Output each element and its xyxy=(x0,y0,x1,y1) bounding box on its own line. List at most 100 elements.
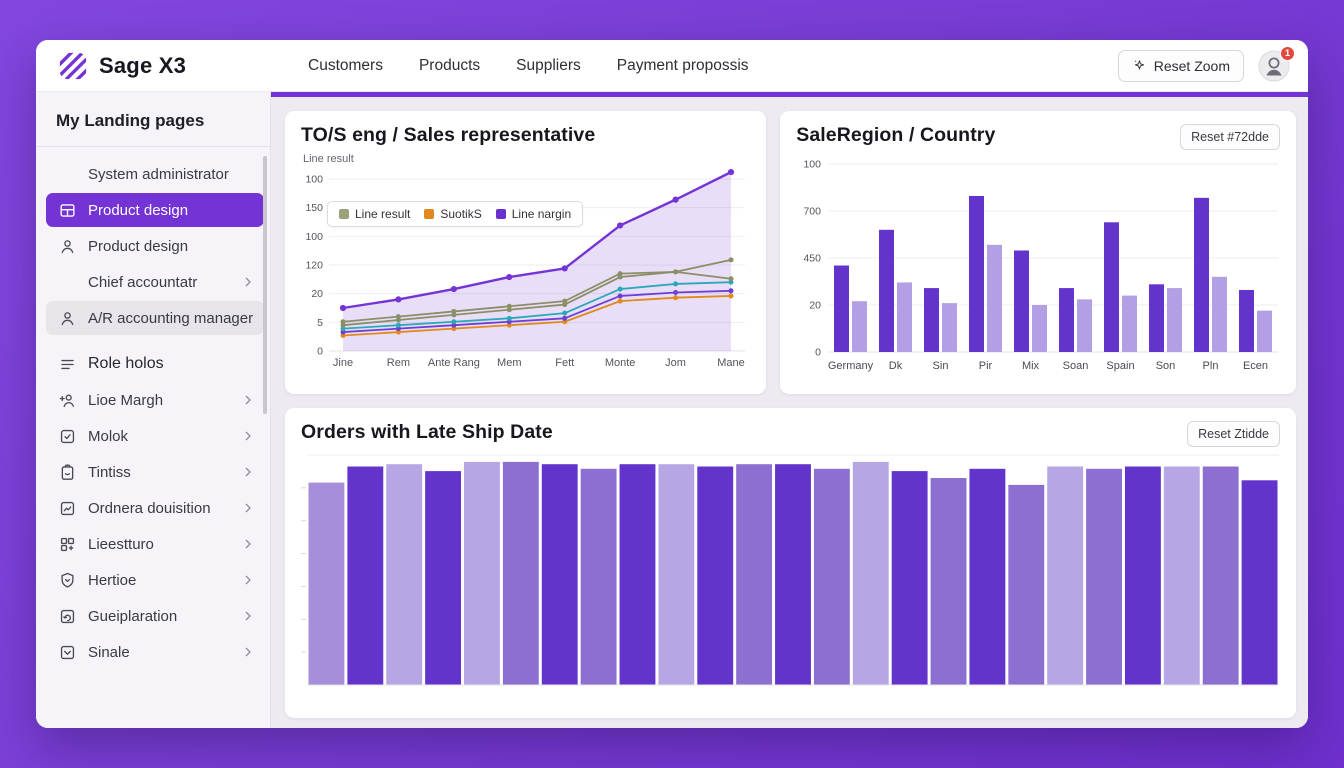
sidebar-item-lioe-margh[interactable]: Lioe Margh xyxy=(46,383,264,417)
svg-text:Soan: Soan xyxy=(1063,360,1089,372)
nav-item-customers[interactable]: Customers xyxy=(308,56,383,74)
grid-dots-icon xyxy=(58,534,78,554)
legend-swatch-icon xyxy=(495,209,506,219)
legend-label: Line result xyxy=(355,207,411,221)
header-actions: Reset Zoom 1 xyxy=(1117,45,1295,82)
nav-item-payment-propossis[interactable]: Payment propossis xyxy=(616,56,749,74)
brand-name: Sage X3 xyxy=(99,52,187,78)
svg-text:100: 100 xyxy=(305,231,323,243)
sidebar-item-label: Molok xyxy=(88,427,129,445)
reset-filter-button-orders[interactable]: Reset Ztidde xyxy=(1187,421,1280,447)
main-nav: Customers Products Suppliers Payment propos… xyxy=(308,57,749,75)
legend-item-line-result[interactable]: Line result xyxy=(339,207,410,221)
reset-zoom-button[interactable]: Reset Zoom xyxy=(1117,49,1244,82)
legend-swatch-icon xyxy=(339,209,349,219)
svg-text:20: 20 xyxy=(311,288,323,300)
sidebar-scrollbar[interactable] xyxy=(263,156,267,414)
svg-text:Ante Rang: Ante Rang xyxy=(428,357,480,369)
sidebar-item-hertioe[interactable]: Hertioe xyxy=(46,563,264,597)
svg-text:20: 20 xyxy=(810,300,822,312)
svg-text:0: 0 xyxy=(815,347,821,359)
svg-text:Pir: Pir xyxy=(979,360,993,372)
sidebar-item-tintiss[interactable]: Tintiss xyxy=(46,455,264,489)
sidebar-item-label: Lieestturo xyxy=(88,535,154,553)
orders-bar-canvas[interactable] xyxy=(301,447,1281,691)
svg-text:Ecen: Ecen xyxy=(1243,360,1268,372)
sidebar-item-product-design[interactable]: Product design xyxy=(46,229,264,263)
sidebar-item-gueiplaration[interactable]: Gueiplaration xyxy=(46,599,264,633)
layout-icon xyxy=(58,200,78,220)
panel-line-chart: TO/S eng / Sales representative Line res… xyxy=(285,111,767,394)
svg-text:Spain: Spain xyxy=(1107,360,1135,372)
notification-badge[interactable]: 1 xyxy=(1280,45,1295,61)
svg-text:100: 100 xyxy=(804,159,822,171)
box-check-icon xyxy=(58,642,78,662)
chevron-right-icon xyxy=(240,572,256,588)
line-chart-legend: Line result SuotikS Line nargin xyxy=(327,201,584,227)
chevron-right-icon xyxy=(240,464,256,480)
sidebar-item-label: A/R accounting manager xyxy=(88,309,254,327)
sidebar-item-label: Chief accountatr xyxy=(88,273,198,291)
legend-label: SuotikS xyxy=(440,207,482,221)
svg-text:Jom: Jom xyxy=(665,357,686,369)
svg-text:Rem: Rem xyxy=(387,357,410,369)
legend-item-line-nargin[interactable]: Line nargin xyxy=(495,207,571,221)
grouped-bar-title: SaleRegion / Country xyxy=(796,124,996,146)
svg-text:Sin: Sin xyxy=(933,360,949,372)
legend-item-suotiks[interactable]: SuotikS xyxy=(424,207,482,221)
svg-text:100: 100 xyxy=(305,174,323,186)
svg-text:700: 700 xyxy=(804,206,822,218)
orders-chart-area xyxy=(301,447,1280,696)
sidebar-item-molok[interactable]: Molok xyxy=(46,419,264,453)
sidebar-item-label: System administrator xyxy=(88,165,229,183)
svg-text:Mix: Mix xyxy=(1022,360,1040,372)
svg-text:Germany: Germany xyxy=(828,360,874,372)
user-avatar[interactable]: 1 xyxy=(1258,45,1295,82)
sidebar-item-product-design[interactable]: Product design xyxy=(46,193,264,227)
sidebar-item-label: Sinale xyxy=(88,643,130,661)
app-window: Sage X3 Customers Products Suppliers Paymen… xyxy=(36,40,1308,728)
svg-text:0: 0 xyxy=(317,346,323,358)
svg-text:120: 120 xyxy=(305,260,323,272)
chart-box-icon xyxy=(58,498,78,518)
svg-text:Fett: Fett xyxy=(555,357,574,369)
sage-logo-icon xyxy=(59,52,87,79)
sidebar-item-label: Product design xyxy=(88,237,189,255)
reset-filter-button-country[interactable]: Reset #72dde xyxy=(1180,124,1280,150)
svg-text:Jine: Jine xyxy=(333,357,353,369)
sidebar-item-chief-accountatr[interactable]: Chief accountatr xyxy=(46,265,264,299)
sidebar-item-label: Gueiplaration xyxy=(88,607,178,625)
reset-zoom-label: Reset Zoom xyxy=(1153,57,1230,74)
sidebar-item-lieestturo[interactable]: Lieestturo xyxy=(46,527,264,561)
sidebar-item-ordnera-douisition[interactable]: Ordnera douisition xyxy=(46,491,264,525)
svg-text:Dk: Dk xyxy=(889,360,903,372)
box-arrow-icon xyxy=(58,606,78,626)
nav-item-suppliers[interactable]: Suppliers xyxy=(516,56,581,74)
clipboard-icon xyxy=(58,462,78,482)
sidebar-item-system-administrator[interactable]: System administrator xyxy=(46,157,264,191)
svg-text:Monte: Monte xyxy=(605,357,636,369)
person-icon xyxy=(58,308,78,328)
sidebar-item-label: Hertioe xyxy=(88,571,137,589)
sidebar-item-label: Ordnera douisition xyxy=(88,499,211,517)
chevron-right-icon xyxy=(240,428,256,444)
chevron-right-icon xyxy=(240,392,256,408)
svg-text:Mane: Mane xyxy=(717,357,745,369)
svg-text:Pln: Pln xyxy=(1203,360,1219,372)
line-chart-canvas[interactable]: 100 150 100 120 20 5 0 Jine Rem Ante Rang Mem Fett M… xyxy=(301,167,753,373)
person-add-icon xyxy=(58,390,78,410)
sparkle-icon xyxy=(1134,60,1144,70)
chevron-right-icon xyxy=(240,536,256,552)
sidebar: My Landing pages System administrator Pro… xyxy=(36,92,271,728)
shield-icon xyxy=(58,570,78,590)
person-icon xyxy=(58,236,78,256)
sidebar-item-label: Role holos xyxy=(88,355,164,372)
list-icon xyxy=(58,354,78,374)
brand[interactable]: Sage X3 xyxy=(58,51,186,81)
sidebar-item-sinale[interactable]: Sinale xyxy=(46,635,264,669)
line-chart-title: TO/S eng / Sales representative xyxy=(301,124,596,146)
sidebar-item-a-r-accounting-manager[interactable]: A/R accounting manager xyxy=(46,301,264,335)
nav-item-products[interactable]: Products xyxy=(418,56,481,74)
sidebar-item-role-holos[interactable]: Role holos xyxy=(46,347,264,381)
